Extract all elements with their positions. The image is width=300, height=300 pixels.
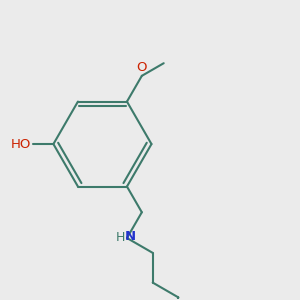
Text: HO: HO — [11, 138, 31, 151]
Text: O: O — [136, 61, 147, 74]
Text: N: N — [125, 230, 136, 243]
Text: H: H — [116, 231, 125, 244]
